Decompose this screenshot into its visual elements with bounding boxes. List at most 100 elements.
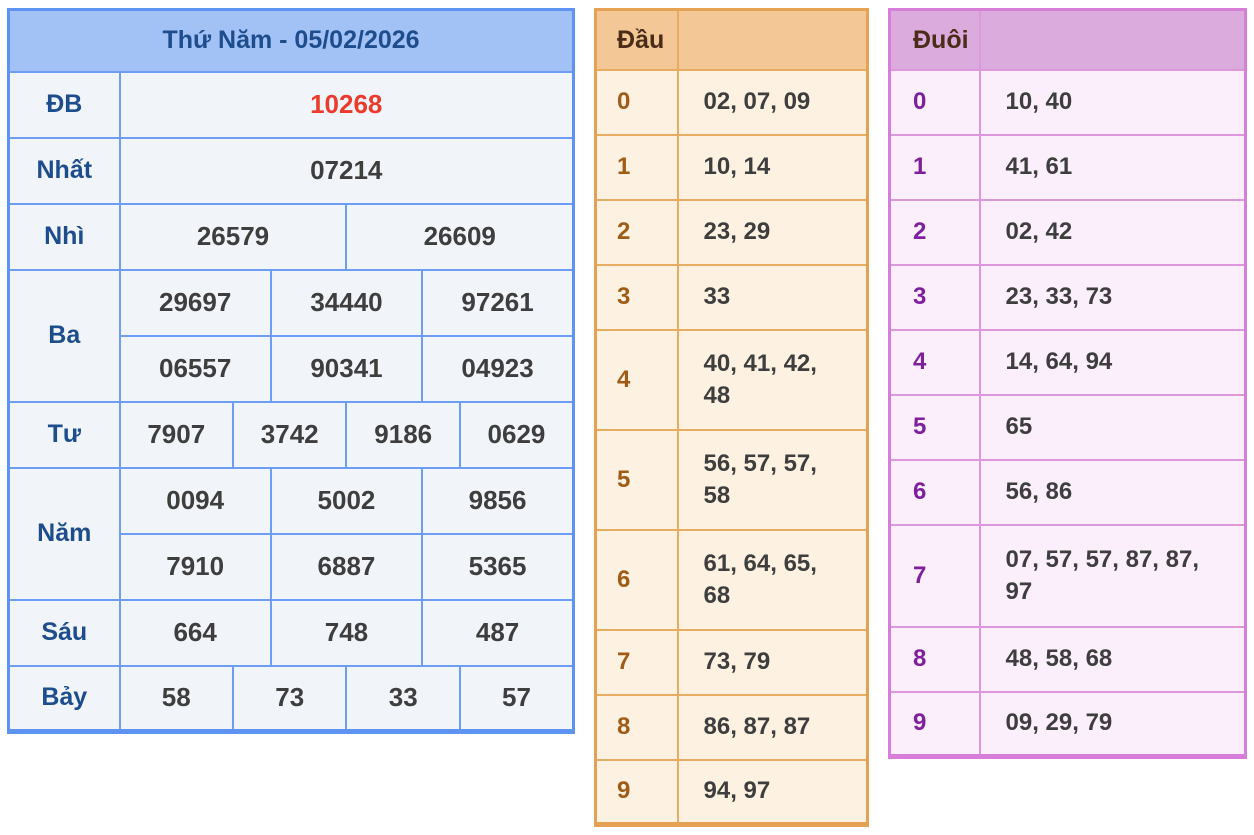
- draw-date-title: Thứ Năm - 05/02/2026: [7, 8, 575, 73]
- prize-value: 5365: [421, 532, 575, 601]
- prize-value: 487: [421, 598, 575, 667]
- dau-row-3: 3 33: [594, 263, 869, 331]
- prize-label-ba: Ba: [7, 268, 121, 403]
- prize-row-bay: Bảy 58 73 33 57: [7, 664, 575, 733]
- duoi-header-empty: [978, 8, 1247, 71]
- prize-value: 7907: [118, 400, 234, 469]
- prize-value: 664: [118, 598, 272, 667]
- dau-header-row: Đầu: [594, 8, 869, 71]
- digit-cell: 6: [888, 458, 981, 526]
- results-table: Thứ Năm - 05/02/2026 ĐB 10268 Nhất 07214…: [7, 8, 575, 734]
- digit-cell: 7: [594, 628, 679, 696]
- prize-row-sau: Sáu 664 748 487: [7, 598, 575, 667]
- digit-cell: 9: [594, 758, 679, 826]
- digit-cell: 5: [594, 428, 679, 531]
- digit-cell: 1: [888, 133, 981, 201]
- prize-value: 748: [269, 598, 424, 667]
- digit-cell: 2: [888, 198, 981, 266]
- numbers-cell: 02, 07, 09: [676, 68, 869, 136]
- prize-row-nhat: Nhất 07214: [7, 136, 575, 205]
- numbers-cell: 23, 33, 73: [978, 263, 1247, 331]
- prize-value: 73: [231, 664, 348, 733]
- duoi-row-5: 5 65: [888, 393, 1247, 461]
- duoi-row-4: 4 14, 64, 94: [888, 328, 1247, 396]
- dau-row-6: 6 61, 64, 65, 68: [594, 528, 869, 631]
- digit-cell: 7: [888, 523, 981, 628]
- dau-row-8: 8 86, 87, 87: [594, 693, 869, 761]
- numbers-cell: 23, 29: [676, 198, 869, 266]
- dau-header-label: Đầu: [594, 8, 679, 71]
- digit-cell: 5: [888, 393, 981, 461]
- numbers-cell: 40, 41, 42, 48: [676, 328, 869, 431]
- prize-value: 6887: [269, 532, 424, 601]
- numbers-cell: 94, 97: [676, 758, 869, 826]
- numbers-cell: 56, 86: [978, 458, 1247, 526]
- numbers-cell: 10, 40: [978, 68, 1247, 136]
- digit-cell: 8: [888, 625, 981, 693]
- prize-row-tu: Tư 7907 3742 9186 0629: [7, 400, 575, 469]
- dau-row-5: 5 56, 57, 57, 58: [594, 428, 869, 531]
- prize-value: 33: [345, 664, 461, 733]
- digit-cell: 1: [594, 133, 679, 201]
- numbers-cell: 02, 42: [978, 198, 1247, 266]
- prize-row-db: ĐB 10268: [7, 70, 575, 139]
- prize-value: 26579: [118, 202, 348, 271]
- digit-cell: 3: [594, 263, 679, 331]
- duoi-header-label: Đuôi: [888, 8, 981, 71]
- prize-value-special: 10268: [118, 70, 575, 139]
- prize-label-sau: Sáu: [7, 598, 121, 667]
- duoi-row-3: 3 23, 33, 73: [888, 263, 1247, 331]
- dau-table: Đầu 0 02, 07, 09 1 10, 14 2 23, 29 3 33 …: [594, 8, 869, 827]
- duoi-header-row: Đuôi: [888, 8, 1247, 71]
- prize-value: 34440: [269, 268, 424, 337]
- digit-cell: 0: [594, 68, 679, 136]
- dau-header-empty: [676, 8, 869, 71]
- dau-row-9: 9 94, 97: [594, 758, 869, 826]
- numbers-cell: 33: [676, 263, 869, 331]
- prize-value: 97261: [421, 268, 575, 337]
- prize-value: 5002: [269, 466, 424, 535]
- dau-row-0: 0 02, 07, 09: [594, 68, 869, 136]
- prize-label-db: ĐB: [7, 70, 121, 139]
- numbers-cell: 65: [978, 393, 1247, 461]
- duoi-row-7: 7 07, 57, 57, 87, 87, 97: [888, 523, 1247, 628]
- duoi-row-8: 8 48, 58, 68: [888, 625, 1247, 693]
- prize-value: 58: [118, 664, 234, 733]
- prize-value: 29697: [118, 268, 272, 337]
- numbers-cell: 41, 61: [978, 133, 1247, 201]
- duoi-row-1: 1 41, 61: [888, 133, 1247, 201]
- dau-row-7: 7 73, 79: [594, 628, 869, 696]
- prize-label-bay: Bảy: [7, 664, 121, 733]
- numbers-cell: 56, 57, 57, 58: [676, 428, 869, 531]
- prize-label-nhi: Nhì: [7, 202, 121, 271]
- prize-value: 9186: [345, 400, 461, 469]
- duoi-table: Đuôi 0 10, 40 1 41, 61 2 02, 42 3 23, 33…: [888, 8, 1247, 759]
- prize-label-nhat: Nhất: [7, 136, 121, 205]
- prize-value: 0629: [458, 400, 575, 469]
- digit-cell: 6: [594, 528, 679, 631]
- digit-cell: 8: [594, 693, 679, 761]
- prize-value: 9856: [421, 466, 575, 535]
- numbers-cell: 09, 29, 79: [978, 690, 1247, 758]
- prize-value: 57: [458, 664, 575, 733]
- prize-label-nam: Năm: [7, 466, 121, 601]
- dau-row-4: 4 40, 41, 42, 48: [594, 328, 869, 431]
- prize-value: 90341: [269, 334, 424, 403]
- dau-row-1: 1 10, 14: [594, 133, 869, 201]
- digit-cell: 2: [594, 198, 679, 266]
- numbers-cell: 07, 57, 57, 87, 87, 97: [978, 523, 1247, 628]
- digit-cell: 3: [888, 263, 981, 331]
- numbers-cell: 10, 14: [676, 133, 869, 201]
- numbers-cell: 61, 64, 65, 68: [676, 528, 869, 631]
- duoi-row-9: 9 09, 29, 79: [888, 690, 1247, 758]
- prize-value: 0094: [118, 466, 272, 535]
- duoi-row-6: 6 56, 86: [888, 458, 1247, 526]
- numbers-cell: 73, 79: [676, 628, 869, 696]
- digit-cell: 4: [594, 328, 679, 431]
- dau-row-2: 2 23, 29: [594, 198, 869, 266]
- prize-row-nam-2: 7910 6887 5365: [9, 532, 575, 601]
- prize-row-ba-2: 06557 90341 04923: [9, 334, 575, 403]
- duoi-row-0: 0 10, 40: [888, 68, 1247, 136]
- prize-value: 3742: [231, 400, 348, 469]
